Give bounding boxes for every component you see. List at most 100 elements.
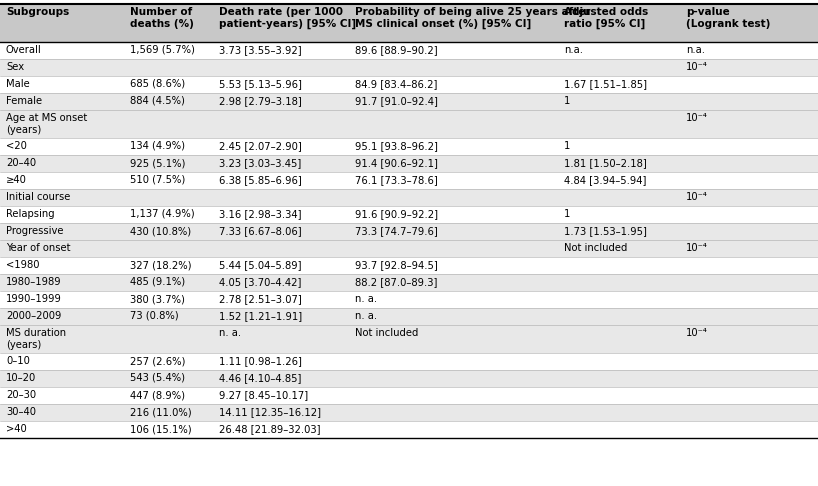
Bar bbox=[0, 138, 818, 155]
Text: 14.11 [12.35–16.12]: 14.11 [12.35–16.12] bbox=[219, 407, 321, 417]
Text: 91.6 [90.9–92.2]: 91.6 [90.9–92.2] bbox=[355, 209, 438, 219]
Text: Not included: Not included bbox=[564, 243, 627, 253]
Text: 1: 1 bbox=[564, 209, 570, 219]
Text: <1980: <1980 bbox=[6, 260, 39, 270]
Text: Not included: Not included bbox=[355, 328, 418, 338]
Text: 10⁻⁴: 10⁻⁴ bbox=[686, 328, 708, 338]
Text: 10⁻⁴: 10⁻⁴ bbox=[686, 192, 708, 202]
Bar bbox=[0, 353, 818, 370]
Text: Initial course: Initial course bbox=[6, 192, 70, 202]
Bar bbox=[0, 404, 818, 421]
Text: 5.44 [5.04–5.89]: 5.44 [5.04–5.89] bbox=[219, 260, 302, 270]
Text: 327 (18.2%): 327 (18.2%) bbox=[130, 260, 191, 270]
Text: 430 (10.8%): 430 (10.8%) bbox=[130, 226, 191, 236]
Text: 76.1 [73.3–78.6]: 76.1 [73.3–78.6] bbox=[355, 175, 438, 185]
Bar bbox=[0, 76, 818, 93]
Text: 10–20: 10–20 bbox=[6, 373, 36, 383]
Bar bbox=[0, 223, 818, 240]
Text: Overall: Overall bbox=[6, 45, 42, 55]
Text: 1.11 [0.98–1.26]: 1.11 [0.98–1.26] bbox=[219, 356, 302, 366]
Text: 84.9 [83.4–86.2]: 84.9 [83.4–86.2] bbox=[355, 79, 438, 89]
Text: 9.27 [8.45–10.17]: 9.27 [8.45–10.17] bbox=[219, 390, 308, 400]
Bar bbox=[0, 42, 818, 59]
Text: Male: Male bbox=[6, 79, 29, 89]
Text: Number of
deaths (%): Number of deaths (%) bbox=[130, 7, 194, 29]
Text: 884 (4.5%): 884 (4.5%) bbox=[130, 96, 185, 106]
Text: p-value
(Logrank test): p-value (Logrank test) bbox=[686, 7, 771, 29]
Text: 510 (7.5%): 510 (7.5%) bbox=[130, 175, 185, 185]
Bar bbox=[0, 240, 818, 257]
Text: 20–30: 20–30 bbox=[6, 390, 36, 400]
Text: 89.6 [88.9–90.2]: 89.6 [88.9–90.2] bbox=[355, 45, 438, 55]
Text: 3.16 [2.98–3.34]: 3.16 [2.98–3.34] bbox=[219, 209, 302, 219]
Bar bbox=[0, 172, 818, 189]
Text: 4.05 [3.70–4.42]: 4.05 [3.70–4.42] bbox=[219, 277, 301, 287]
Text: 2.45 [2.07–2.90]: 2.45 [2.07–2.90] bbox=[219, 141, 302, 151]
Text: 485 (9.1%): 485 (9.1%) bbox=[130, 277, 185, 287]
Text: 1990–1999: 1990–1999 bbox=[6, 294, 62, 304]
Text: 925 (5.1%): 925 (5.1%) bbox=[130, 158, 186, 168]
Text: 106 (15.1%): 106 (15.1%) bbox=[130, 424, 191, 434]
Bar bbox=[0, 206, 818, 223]
Text: 543 (5.4%): 543 (5.4%) bbox=[130, 373, 185, 383]
Text: 257 (2.6%): 257 (2.6%) bbox=[130, 356, 186, 366]
Text: 95.1 [93.8–96.2]: 95.1 [93.8–96.2] bbox=[355, 141, 438, 151]
Text: 10⁻⁴: 10⁻⁴ bbox=[686, 62, 708, 72]
Text: 685 (8.6%): 685 (8.6%) bbox=[130, 79, 185, 89]
Text: 4.46 [4.10–4.85]: 4.46 [4.10–4.85] bbox=[219, 373, 301, 383]
Bar bbox=[0, 274, 818, 291]
Text: 10⁻⁴: 10⁻⁴ bbox=[686, 113, 708, 123]
Text: Adjusted odds
ratio [95% CI]: Adjusted odds ratio [95% CI] bbox=[564, 7, 648, 29]
Text: 20–40: 20–40 bbox=[6, 158, 36, 168]
Text: 1.73 [1.53–1.95]: 1.73 [1.53–1.95] bbox=[564, 226, 647, 236]
Text: 5.53 [5.13–5.96]: 5.53 [5.13–5.96] bbox=[219, 79, 302, 89]
Text: <20: <20 bbox=[6, 141, 27, 151]
Text: 7.33 [6.67–8.06]: 7.33 [6.67–8.06] bbox=[219, 226, 302, 236]
Text: 91.7 [91.0–92.4]: 91.7 [91.0–92.4] bbox=[355, 96, 438, 106]
Text: 88.2 [87.0–89.3]: 88.2 [87.0–89.3] bbox=[355, 277, 438, 287]
Bar bbox=[0, 387, 818, 404]
Text: 6.38 [5.85–6.96]: 6.38 [5.85–6.96] bbox=[219, 175, 302, 185]
Text: Age at MS onset
(years): Age at MS onset (years) bbox=[6, 113, 88, 135]
Text: 2.78 [2.51–3.07]: 2.78 [2.51–3.07] bbox=[219, 294, 302, 304]
Text: 380 (3.7%): 380 (3.7%) bbox=[130, 294, 185, 304]
Text: Death rate (per 1000
patient-years) [95% CI]: Death rate (per 1000 patient-years) [95%… bbox=[219, 7, 356, 29]
Text: 1: 1 bbox=[564, 96, 570, 106]
Text: Year of onset: Year of onset bbox=[6, 243, 70, 253]
Text: n. a.: n. a. bbox=[219, 328, 241, 338]
Bar bbox=[0, 155, 818, 172]
Text: 0–10: 0–10 bbox=[6, 356, 30, 366]
Text: 3.23 [3.03–3.45]: 3.23 [3.03–3.45] bbox=[219, 158, 301, 168]
Text: Progressive: Progressive bbox=[6, 226, 64, 236]
Bar bbox=[0, 110, 818, 138]
Bar bbox=[0, 189, 818, 206]
Text: 447 (8.9%): 447 (8.9%) bbox=[130, 390, 185, 400]
Bar bbox=[0, 291, 818, 308]
Text: Subgroups: Subgroups bbox=[6, 7, 70, 17]
Text: MS duration
(years): MS duration (years) bbox=[6, 328, 66, 349]
Text: 1,569 (5.7%): 1,569 (5.7%) bbox=[130, 45, 195, 55]
Text: ≥40: ≥40 bbox=[6, 175, 27, 185]
Text: 1980–1989: 1980–1989 bbox=[6, 277, 61, 287]
Text: 1.81 [1.50–2.18]: 1.81 [1.50–2.18] bbox=[564, 158, 647, 168]
Text: n.a.: n.a. bbox=[686, 45, 705, 55]
Text: n. a.: n. a. bbox=[355, 311, 377, 321]
Text: 10⁻⁴: 10⁻⁴ bbox=[686, 243, 708, 253]
Text: Probability of being alive 25 years after
MS clinical onset (%) [95% CI]: Probability of being alive 25 years afte… bbox=[355, 7, 591, 29]
Text: 73.3 [74.7–79.6]: 73.3 [74.7–79.6] bbox=[355, 226, 438, 236]
Text: 4.84 [3.94–5.94]: 4.84 [3.94–5.94] bbox=[564, 175, 646, 185]
Text: 216 (11.0%): 216 (11.0%) bbox=[130, 407, 191, 417]
Bar bbox=[0, 421, 818, 438]
Bar bbox=[0, 308, 818, 325]
Text: 30–40: 30–40 bbox=[6, 407, 36, 417]
Text: 1,137 (4.9%): 1,137 (4.9%) bbox=[130, 209, 195, 219]
Text: 1: 1 bbox=[564, 141, 570, 151]
Text: 134 (4.9%): 134 (4.9%) bbox=[130, 141, 185, 151]
Text: 1.52 [1.21–1.91]: 1.52 [1.21–1.91] bbox=[219, 311, 302, 321]
Text: Sex: Sex bbox=[6, 62, 24, 72]
Bar bbox=[0, 59, 818, 76]
Text: 3.73 [3.55–3.92]: 3.73 [3.55–3.92] bbox=[219, 45, 302, 55]
Bar bbox=[0, 257, 818, 274]
Text: Female: Female bbox=[6, 96, 42, 106]
Text: >40: >40 bbox=[6, 424, 27, 434]
